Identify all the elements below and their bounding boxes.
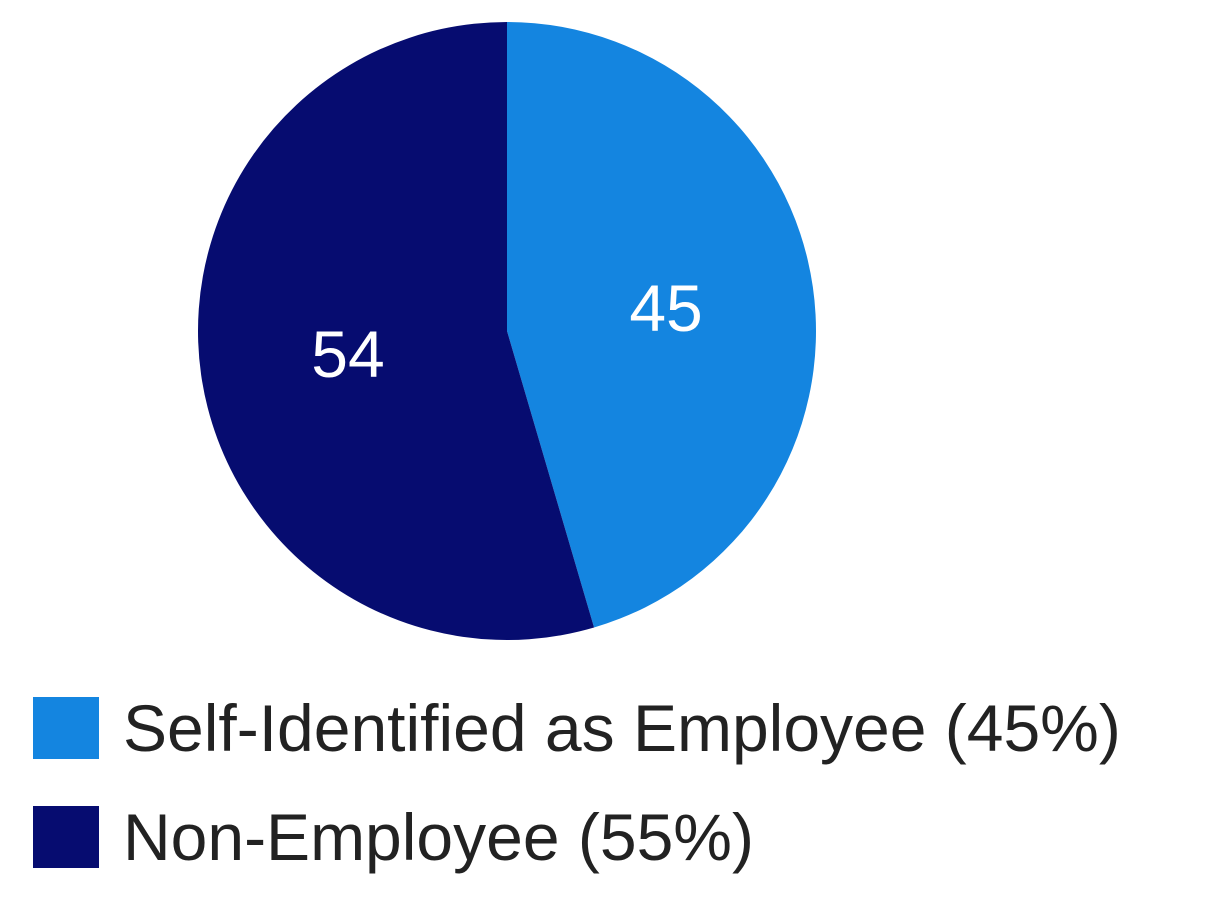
legend-swatch-self-identified-employee bbox=[33, 697, 99, 759]
pie-data-label-self-identified-employee: 45 bbox=[629, 271, 702, 345]
pie-slice-non-employee bbox=[198, 22, 595, 640]
legend-label-non-employee: Non-Employee (55%) bbox=[123, 800, 754, 874]
legend-swatch-non-employee bbox=[33, 806, 99, 868]
legend-item-non-employee: Non-Employee (55%) bbox=[33, 799, 1121, 875]
chart-legend: Self-Identified as Employee (45%) Non-Em… bbox=[33, 690, 1121, 908]
pie-chart: 45 54 bbox=[198, 22, 816, 640]
legend-item-self-identified-employee: Self-Identified as Employee (45%) bbox=[33, 690, 1121, 766]
pie-data-label-non-employee: 54 bbox=[311, 317, 384, 391]
legend-label-self-identified-employee: Self-Identified as Employee (45%) bbox=[123, 691, 1121, 765]
pie-slice-self-identified-employee bbox=[507, 22, 816, 628]
